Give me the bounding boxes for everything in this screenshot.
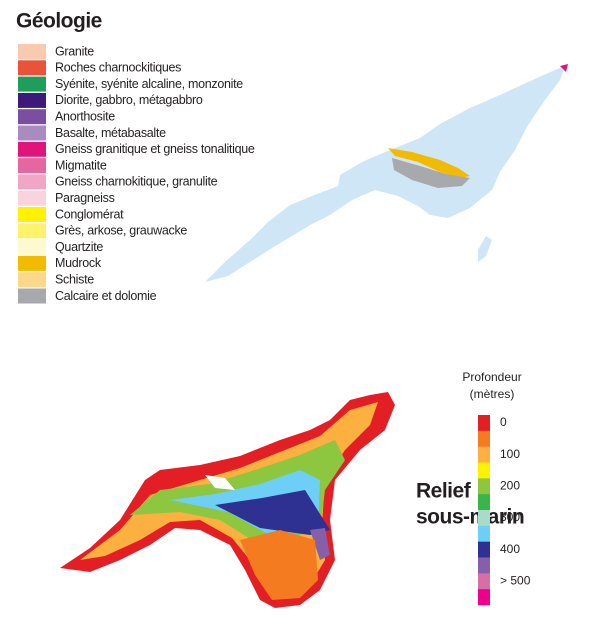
- limestone-area: [392, 158, 470, 188]
- legend-swatch: [18, 255, 46, 271]
- legend-swatch: [18, 158, 46, 174]
- relief-400: [215, 490, 330, 535]
- relief-title: sous-marin: [416, 506, 524, 529]
- scale-swatch: [478, 589, 490, 606]
- legend-swatch: [18, 60, 46, 76]
- legend-swatch: [18, 92, 46, 108]
- scale-swatch: [478, 430, 490, 447]
- geology-water: [205, 66, 565, 282]
- scale-label: 300: [500, 510, 520, 524]
- relief-500: [310, 528, 330, 560]
- legend-swatch: [18, 125, 46, 141]
- scale-label: 400: [500, 542, 520, 556]
- legend-label: Calcaire et dolomie: [55, 289, 157, 303]
- legend-label: Gneiss granitique et gneiss tonalitique: [55, 142, 255, 156]
- legend-swatch: [18, 109, 46, 125]
- legend-label: Anorthosite: [55, 109, 115, 123]
- scale-swatch: [478, 510, 490, 527]
- scale-swatch: [478, 446, 490, 463]
- scale-swatch: [478, 525, 490, 542]
- scale-swatch: [478, 573, 490, 590]
- legend-label: Basalte, métabasalte: [55, 126, 166, 140]
- scale-label: 100: [500, 447, 520, 461]
- scale-swatch: [478, 478, 490, 495]
- geology-title: Géologie: [16, 10, 102, 33]
- relief-map: [60, 392, 395, 608]
- geology-map: [205, 64, 568, 282]
- legend-label: Migmatite: [55, 158, 107, 172]
- legend-label: Granite: [55, 44, 94, 58]
- legend-swatch: [18, 174, 46, 190]
- legend-swatch: [18, 239, 46, 255]
- scale-label: 200: [500, 479, 520, 493]
- legend-label: Mudrock: [55, 256, 102, 270]
- legend-label: Grès, arkose, grauwacke: [55, 224, 187, 238]
- scale-label: > 500: [500, 574, 531, 588]
- gneiss-area: [560, 64, 568, 72]
- legend-swatch: [18, 207, 46, 222]
- relief-deep-basin: [240, 530, 318, 600]
- legend-swatch: [18, 76, 46, 92]
- legend-swatch: [18, 44, 46, 59]
- scale-swatch: [478, 541, 490, 558]
- relief-title: Relief: [416, 480, 472, 503]
- legend-label: Schiste: [55, 272, 94, 286]
- scale-title: Profondeur: [462, 370, 521, 384]
- legend-label: Gneiss charnokitique, granulite: [55, 175, 218, 189]
- relief-island: [205, 475, 235, 490]
- scale-label: 0: [500, 415, 507, 429]
- scale-swatch: [478, 494, 490, 511]
- legend-label: Diorite, gabbro, métagabbro: [55, 93, 203, 107]
- legend-swatch: [18, 223, 46, 239]
- legend-swatch: [18, 190, 46, 206]
- legend-swatch: [18, 141, 46, 157]
- legend-swatch: [18, 288, 46, 304]
- mudrock-area: [388, 148, 470, 178]
- legend-label: Roches charnockitiques: [55, 61, 181, 75]
- island: [478, 236, 492, 262]
- scale-swatch: [478, 557, 490, 574]
- legend-label: Paragneiss: [55, 191, 115, 205]
- legend-label: Quartzite: [55, 240, 103, 254]
- scale-title: (mètres): [470, 387, 515, 401]
- legend-label: Conglomérat: [55, 207, 124, 221]
- scale-swatch: [478, 415, 490, 432]
- scale-swatch: [478, 462, 490, 479]
- legend-swatch: [18, 272, 46, 288]
- legend-label: Syénite, syénite alcaline, monzonite: [55, 77, 243, 91]
